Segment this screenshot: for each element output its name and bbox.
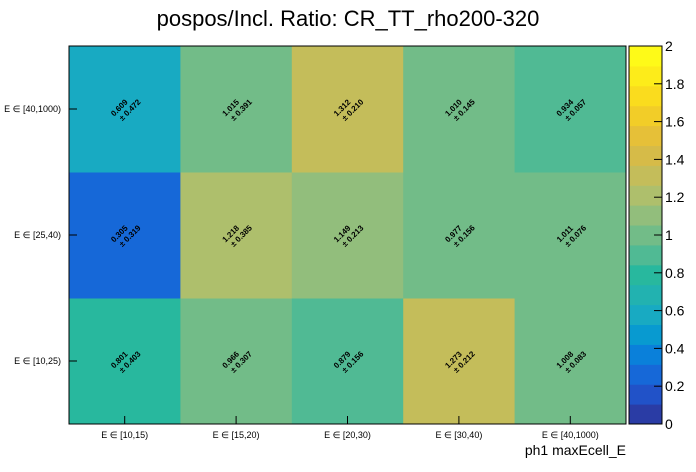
x-axis-ticks: E ∈ [10,15) E ∈ [15,20) E ∈ [20,30) E ∈ [30…	[101, 416, 599, 440]
x-tick-label: E ∈ [30,40)	[435, 430, 482, 440]
color-scale-segment	[629, 284, 662, 306]
heatmap-cell	[180, 46, 293, 173]
color-scale-segment	[629, 244, 662, 266]
chart-title: pospos/Incl. Ratio: CR_TT_rho200-320	[157, 6, 540, 31]
heatmap-cell	[514, 172, 627, 299]
z-tick-label: 0	[665, 416, 673, 432]
x-tick-label: E ∈ [10,15)	[101, 430, 148, 440]
x-tick-label: E ∈ [15,20)	[213, 430, 260, 440]
z-tick-label: 1	[665, 227, 673, 243]
color-scale-segment	[629, 85, 662, 107]
color-scale-segment	[629, 225, 662, 246]
z-tick-label: 0.6	[665, 303, 685, 319]
y-axis-ticks: E ∈ [10,25) E ∈ [25,40) E ∈ [40,1000)	[4, 104, 77, 366]
color-scale-segment	[629, 364, 662, 385]
heatmap-cell	[291, 46, 404, 173]
z-tick-label: 2	[665, 38, 673, 54]
heatmap-cells	[69, 46, 627, 425]
y-tick-label: E ∈ [25,40)	[14, 230, 61, 240]
color-scale-segment	[629, 384, 662, 405]
heatmap-cell	[69, 298, 181, 425]
color-scale-segment	[629, 105, 662, 127]
heatmap-cell	[403, 298, 516, 425]
x-tick-label: E ∈ [20,30)	[324, 430, 371, 440]
color-scale-ticks: 0 0.2 0.4 0.6 0.8 1 1.2 1.4 1.6 1.8 2	[654, 38, 685, 432]
heatmap-cell	[180, 172, 293, 299]
color-scale-bar	[628, 45, 663, 425]
heatmap-cell	[403, 172, 516, 299]
heatmap-cell	[69, 46, 181, 173]
heatmap-cell	[403, 46, 516, 173]
color-scale-segment	[629, 65, 662, 87]
color-scale-segment	[629, 324, 662, 345]
y-tick-label: E ∈ [40,1000)	[4, 104, 61, 114]
heatmap-cell	[180, 298, 293, 425]
z-tick-label: 1.2	[665, 189, 685, 205]
heatmap-cell	[69, 172, 181, 299]
z-tick-label: 0.8	[665, 265, 685, 281]
color-scale-segment	[629, 46, 662, 67]
heatmap-cell	[291, 172, 404, 299]
z-tick-label: 0.4	[665, 340, 685, 356]
z-tick-label: 1.8	[665, 76, 685, 92]
color-scale-segment	[629, 145, 662, 166]
color-scale-segment	[629, 125, 662, 146]
z-tick-label: 1.4	[665, 151, 685, 167]
color-scale-segment	[629, 165, 662, 186]
color-scale-segment	[629, 185, 662, 206]
x-axis-label: ph1 maxEcell_E	[525, 442, 626, 458]
z-tick-label: 1.6	[665, 114, 685, 130]
heatmap-cell	[291, 298, 404, 425]
color-scale-segment	[629, 404, 662, 425]
z-tick-label: 0.2	[665, 378, 685, 394]
heatmap-cell	[514, 46, 627, 173]
heatmap-cell	[514, 298, 627, 425]
y-tick-label: E ∈ [10,25)	[14, 356, 61, 366]
x-tick-label: E ∈ [40,1000)	[542, 430, 599, 440]
color-scale-segment	[629, 264, 662, 286]
color-scale-segment	[629, 205, 662, 226]
color-scale-segment	[629, 344, 662, 365]
color-scale-segment	[629, 304, 662, 326]
